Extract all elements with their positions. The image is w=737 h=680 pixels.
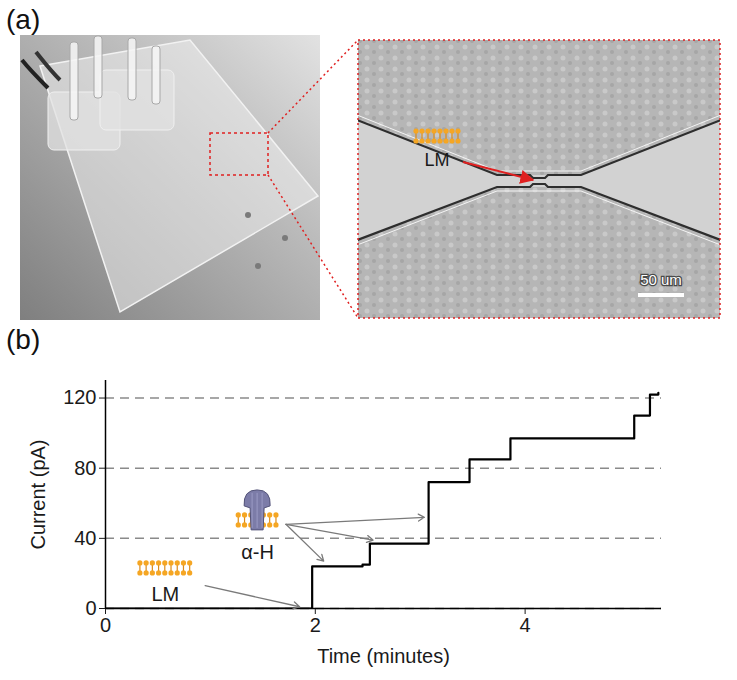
svg-text:120: 120 bbox=[63, 386, 96, 408]
svg-text:Time (minutes): Time (minutes) bbox=[317, 645, 450, 667]
svg-text:50 um: 50 um bbox=[640, 271, 682, 288]
svg-text:0: 0 bbox=[100, 614, 111, 636]
svg-text:4: 4 bbox=[520, 614, 531, 636]
svg-text:LM: LM bbox=[424, 150, 449, 170]
svg-text:α-H: α-H bbox=[241, 541, 274, 563]
html-text:(b): (b) bbox=[6, 324, 41, 355]
svg-text:Current (pA): Current (pA) bbox=[27, 439, 49, 549]
svg-text:(a): (a) bbox=[6, 4, 40, 35]
svg-text:2: 2 bbox=[310, 614, 321, 636]
svg-text:40: 40 bbox=[74, 527, 96, 549]
svg-text:80: 80 bbox=[74, 457, 96, 479]
svg-text:LM: LM bbox=[151, 583, 179, 605]
svg-text:0: 0 bbox=[85, 597, 96, 619]
